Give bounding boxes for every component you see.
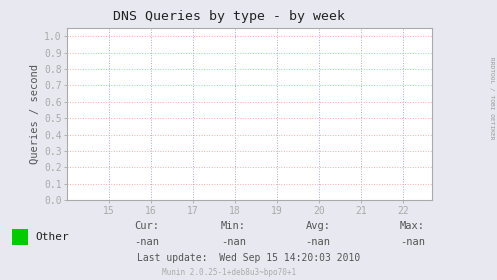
- Text: Munin 2.0.25-1+deb8u3~bpo70+1: Munin 2.0.25-1+deb8u3~bpo70+1: [162, 268, 296, 277]
- Y-axis label: Queries / second: Queries / second: [30, 64, 40, 164]
- Text: RRDTOOL / TOBI OETIKER: RRDTOOL / TOBI OETIKER: [490, 57, 495, 139]
- Text: Avg:: Avg:: [306, 221, 331, 231]
- Text: Last update:  Wed Sep 15 14:20:03 2010: Last update: Wed Sep 15 14:20:03 2010: [137, 253, 360, 263]
- Text: DNS Queries by type - by week: DNS Queries by type - by week: [113, 10, 344, 23]
- Text: Cur:: Cur:: [134, 221, 159, 231]
- Text: -nan: -nan: [221, 237, 246, 247]
- Text: Other: Other: [36, 232, 70, 242]
- Text: -nan: -nan: [400, 237, 425, 247]
- Text: Max:: Max:: [400, 221, 425, 231]
- Text: -nan: -nan: [134, 237, 159, 247]
- Text: Min:: Min:: [221, 221, 246, 231]
- Text: -nan: -nan: [306, 237, 331, 247]
